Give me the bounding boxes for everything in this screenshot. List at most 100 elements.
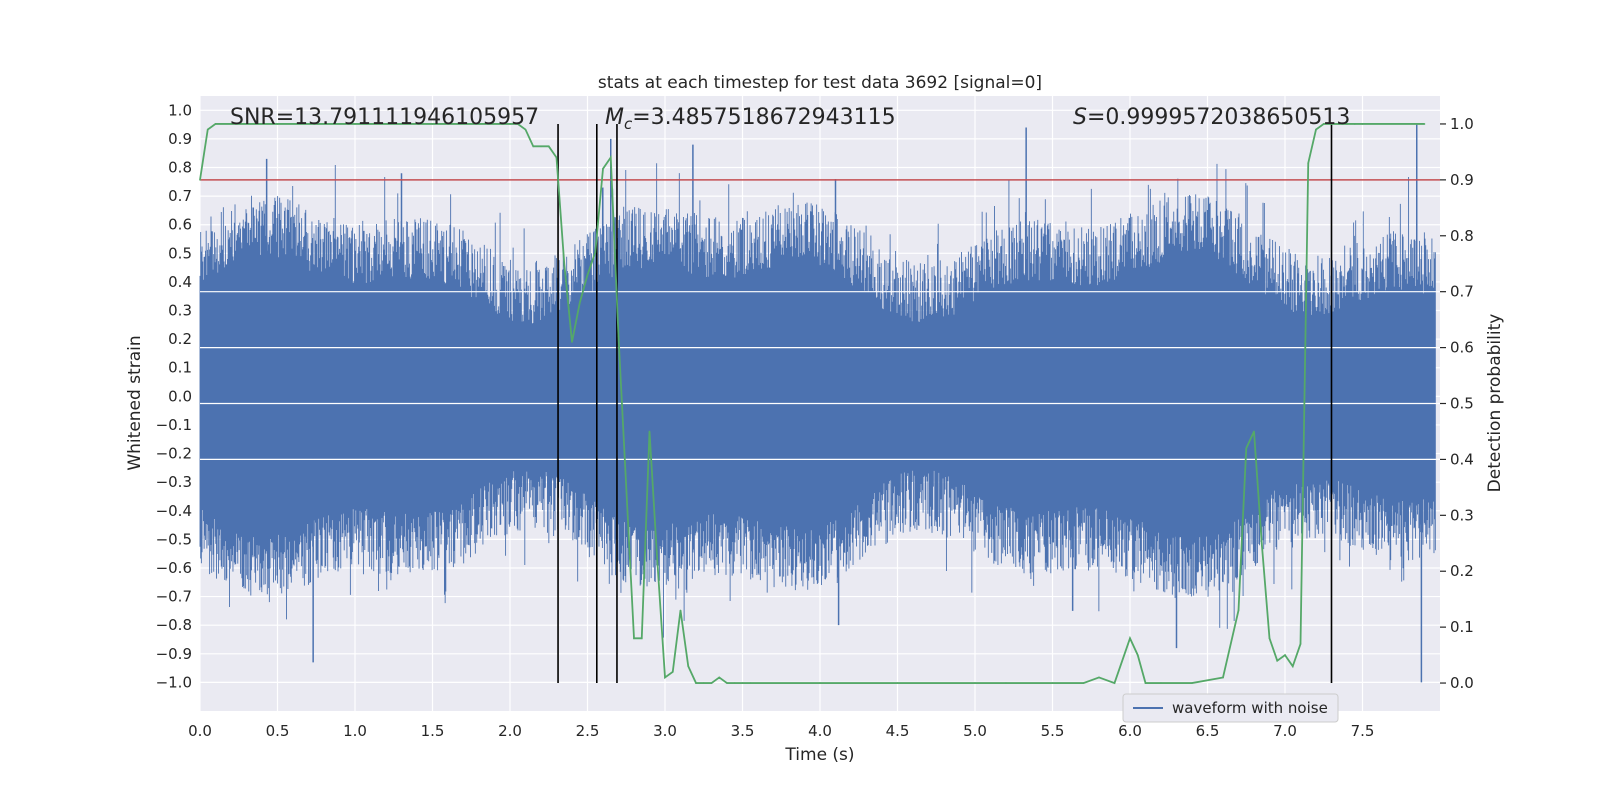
y-tick-label: −0.9	[156, 645, 192, 663]
probability-point	[710, 682, 713, 684]
probability-point	[555, 156, 558, 159]
probability-point	[199, 179, 201, 181]
probability-point	[656, 559, 659, 561]
y-tick-label: −0.7	[156, 588, 192, 606]
probability-point	[509, 123, 511, 125]
y-right-tick-label: 0.8	[1450, 227, 1474, 245]
x-tick-label: 2.5	[576, 722, 600, 740]
x-tick-label: 2.0	[498, 722, 522, 740]
probability-point	[896, 682, 899, 684]
probability-point	[648, 430, 651, 433]
y-tick-label: 0.9	[168, 130, 192, 148]
probability-point	[1291, 665, 1294, 668]
y-tick-label: 0.6	[168, 216, 192, 234]
y-tick-label: 0.8	[168, 159, 192, 177]
chirp-mass-subscript: c	[624, 115, 633, 133]
y-right-tick-label: 0.9	[1450, 171, 1474, 189]
y-tick-label: −0.6	[156, 559, 192, 577]
y-tick-label: −0.5	[156, 530, 192, 548]
probability-point	[563, 262, 566, 265]
y-right-tick-label: 0.0	[1450, 674, 1474, 692]
probability-point	[586, 274, 589, 276]
probability-point	[571, 341, 573, 343]
probability-point	[1299, 643, 1302, 645]
probability-point	[1136, 654, 1139, 656]
probability-point	[1237, 609, 1240, 612]
waveform-series	[199, 124, 1440, 683]
probability-point	[733, 682, 736, 684]
x-tick-label: 7.5	[1351, 722, 1375, 740]
score-symbol: S	[1073, 105, 1087, 130]
x-tick-label: 4.5	[886, 722, 910, 740]
x-tick-label: 6.5	[1196, 722, 1220, 740]
y-ticks: −1.0 −0.9 −0.8 −0.7 −0.6 −0.5 −0.4 −0.3 −0.2 −0.1…	[156, 101, 192, 691]
y-axis-label-right: Detection probability	[1485, 314, 1505, 493]
probability-point	[602, 167, 604, 170]
probability-point	[617, 335, 620, 338]
probability-point	[1353, 123, 1356, 125]
y-axis-label: Whitened strain	[125, 335, 145, 470]
probability-point	[1284, 654, 1286, 656]
probability-point	[1082, 682, 1085, 684]
x-tick-label: 3.5	[731, 722, 755, 740]
probability-point	[974, 682, 976, 684]
probability-point	[540, 145, 542, 148]
probability-point	[1129, 637, 1131, 640]
probability-point	[1361, 123, 1364, 125]
x-tick-label: 4.0	[808, 722, 832, 740]
vertical-markers	[557, 123, 1333, 684]
legend-box	[1122, 693, 1339, 723]
probability-point	[819, 682, 821, 684]
y-tick-label: 1.0	[168, 101, 192, 119]
probability-point	[1098, 676, 1100, 679]
probability-point	[664, 676, 666, 679]
probability-point	[1307, 162, 1310, 164]
y-tick-label: 0.1	[168, 359, 192, 377]
probability-line	[199, 123, 1425, 685]
waveform-body	[199, 163, 1436, 638]
y-tick-label: −0.8	[156, 616, 192, 634]
score-value: =0.9999572038650513	[1087, 105, 1350, 130]
probability-point	[633, 637, 635, 640]
probability-point	[640, 637, 643, 640]
x-ticks: 0.0 0.5 1.0 1.5 2.0 2.5 3.0 3.5 4.0 4.5 5.0 5.5 6.0 6…	[188, 722, 1374, 740]
x-tick-label: 1.0	[343, 722, 367, 740]
probability-point	[578, 302, 581, 304]
probability-point	[1268, 637, 1271, 640]
y-tick-label: −1.0	[156, 673, 192, 691]
y-right-tick-label: 0.5	[1450, 395, 1474, 413]
probability-point	[1346, 123, 1348, 125]
y-right-tick-label: 0.3	[1450, 506, 1474, 524]
probability-series	[199, 123, 1426, 685]
x-tick-label: 7.0	[1273, 722, 1297, 740]
y-tick-label: −0.1	[156, 416, 192, 434]
probability-point	[687, 665, 690, 668]
chart-title: stats at each timestep for test data 369…	[598, 73, 1042, 93]
y-tick-label: −0.2	[156, 445, 192, 463]
probability-point	[1260, 542, 1263, 545]
score-annotation: S=0.9999572038650513	[1073, 105, 1350, 130]
legend-label: waveform with noise	[1172, 699, 1328, 717]
probability-point	[749, 682, 752, 684]
probability-point	[1191, 682, 1193, 684]
y-right-tick-label: 0.4	[1450, 450, 1474, 468]
x-tick-label: 0.0	[188, 722, 212, 740]
x-tick-label: 0.5	[266, 722, 290, 740]
probability-point	[679, 609, 682, 612]
probability-point	[1423, 123, 1426, 125]
y-tick-label: 0.7	[168, 187, 192, 205]
probability-point	[532, 145, 535, 148]
x-tick-label: 3.0	[653, 722, 677, 740]
y-tick-label: 0.3	[168, 302, 192, 320]
probability-point	[547, 145, 550, 148]
probability-point	[671, 671, 674, 673]
probability-point	[354, 123, 356, 125]
y-right-tick-label: 0.6	[1450, 339, 1474, 357]
x-tick-label: 5.0	[963, 722, 987, 740]
probability-point	[1113, 682, 1116, 684]
y-right-tick-label: 0.7	[1450, 283, 1474, 301]
y-tick-label: −0.4	[156, 502, 192, 520]
y-tick-label: 0.5	[168, 244, 192, 262]
probability-point	[516, 123, 519, 125]
